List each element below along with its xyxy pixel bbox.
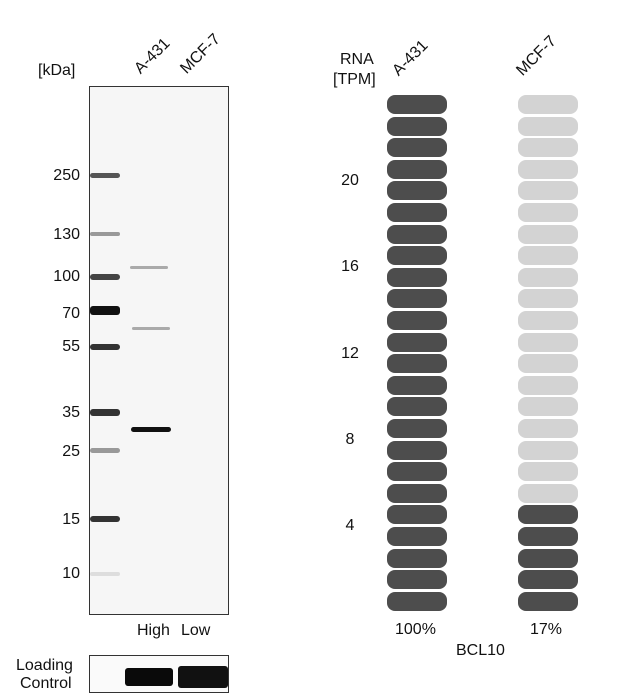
- rna-segment-mcf7-7: [518, 224, 578, 244]
- rna-segment-a431-10: [387, 289, 447, 309]
- loading-control-label-line2: Control: [20, 675, 72, 692]
- lane-level-high: High: [137, 622, 170, 639]
- rna-cell-line-label-mcf7: MCF-7: [513, 32, 560, 80]
- rna-y-tick-4: 4: [345, 517, 355, 534]
- gene-name-label: BCL10: [456, 642, 505, 659]
- rna-y-tick-12: 12: [341, 345, 359, 362]
- ladder-band-70: [90, 306, 120, 315]
- rna-segment-mcf7-2: [518, 116, 578, 136]
- rna-segment-mcf7-9: [518, 267, 578, 287]
- rna-segment-a431-12: [387, 332, 447, 352]
- mw-marker-35: 35: [62, 404, 80, 421]
- rna-segment-mcf7-17: [518, 440, 578, 460]
- rna-percent-mcf7: 17%: [530, 621, 563, 638]
- loading-control-label-line1: Loading: [16, 657, 73, 674]
- rna-segment-a431-14: [387, 375, 447, 395]
- rna-segment-mcf7-18: [518, 462, 578, 482]
- ladder-band-25: [90, 448, 120, 453]
- mw-marker-10: 10: [62, 565, 80, 582]
- mw-marker-25: 25: [62, 443, 80, 460]
- rna-segment-a431-19: [387, 483, 447, 503]
- rna-segment-a431-21: [387, 527, 447, 546]
- loading-control-blot: [89, 655, 229, 693]
- ladder-band-130: [90, 232, 120, 236]
- rna-y-tick-8: 8: [345, 431, 355, 448]
- kda-unit-label: [kDa]: [38, 62, 76, 79]
- rna-segment-a431-11: [387, 311, 447, 330]
- rna-segment-a431-22: [387, 548, 447, 568]
- rna-percent-a431: 100%: [395, 621, 436, 638]
- rna-segment-mcf7-16: [518, 419, 578, 438]
- rna-segment-a431-8: [387, 246, 447, 266]
- rna-segment-a431-6: [387, 203, 447, 222]
- rna-segment-a431-23: [387, 570, 447, 590]
- loading-control-band-a431: [125, 668, 173, 686]
- rna-segment-a431-5: [387, 181, 447, 201]
- rna-segment-mcf7-14: [518, 375, 578, 395]
- rna-cell-line-label-a431: A-431: [389, 37, 432, 80]
- blot-lane-label-mcf7: MCF-7: [177, 30, 224, 78]
- ladder-band-10: [90, 572, 120, 576]
- ladder-band-250: [90, 173, 120, 178]
- rna-segment-mcf7-20: [518, 505, 578, 525]
- rna-segment-a431-13: [387, 354, 447, 374]
- mw-marker-70: 70: [62, 305, 80, 322]
- sample-band-a431-30kda: [131, 427, 171, 432]
- rna-segment-mcf7-3: [518, 138, 578, 158]
- rna-segment-a431-3: [387, 138, 447, 158]
- rna-segment-mcf7-15: [518, 397, 578, 417]
- rna-segment-mcf7-10: [518, 289, 578, 309]
- rna-segment-a431-1: [387, 95, 447, 114]
- rna-segment-mcf7-21: [518, 527, 578, 546]
- rna-segment-a431-9: [387, 267, 447, 287]
- rna-segment-mcf7-5: [518, 181, 578, 201]
- rna-segment-mcf7-19: [518, 483, 578, 503]
- ladder-band-55: [90, 344, 120, 350]
- rna-segment-a431-18: [387, 462, 447, 482]
- rna-segment-mcf7-6: [518, 203, 578, 222]
- mw-marker-250: 250: [53, 167, 80, 184]
- lane-level-low: Low: [181, 622, 211, 639]
- rna-segment-a431-17: [387, 440, 447, 460]
- sample-band-a431-100kda: [130, 266, 168, 269]
- ladder-band-35: [90, 409, 120, 416]
- rna-segment-a431-4: [387, 159, 447, 179]
- ladder-band-15: [90, 516, 120, 522]
- rna-segment-mcf7-22: [518, 548, 578, 568]
- sample-band-a431-60kda: [132, 327, 170, 330]
- rna-axis-label-line2: [TPM]: [333, 71, 376, 88]
- rna-segment-mcf7-8: [518, 246, 578, 266]
- rna-segment-mcf7-13: [518, 354, 578, 374]
- mw-marker-15: 15: [62, 511, 80, 528]
- loading-control-band-mcf7: [178, 666, 228, 688]
- rna-segment-a431-7: [387, 224, 447, 244]
- rna-y-tick-16: 16: [341, 258, 359, 275]
- mw-marker-130: 130: [53, 226, 80, 243]
- rna-segment-mcf7-1: [518, 95, 578, 114]
- rna-segment-mcf7-23: [518, 570, 578, 590]
- mw-marker-55: 55: [62, 338, 80, 355]
- rna-segment-mcf7-11: [518, 311, 578, 330]
- rna-segment-mcf7-4: [518, 159, 578, 179]
- rna-segment-a431-20: [387, 505, 447, 525]
- rna-segment-mcf7-12: [518, 332, 578, 352]
- rna-segment-a431-16: [387, 419, 447, 438]
- rna-axis-label-line1: RNA: [340, 51, 374, 68]
- rna-y-tick-20: 20: [341, 172, 359, 189]
- rna-segment-a431-2: [387, 116, 447, 136]
- rna-segment-mcf7-24: [518, 591, 578, 611]
- rna-segment-a431-15: [387, 397, 447, 417]
- mw-marker-100: 100: [53, 268, 80, 285]
- blot-lane-label-a431: A-431: [131, 35, 174, 78]
- western-blot-image: [89, 86, 229, 615]
- rna-segment-a431-24: [387, 591, 447, 611]
- ladder-band-100: [90, 274, 120, 280]
